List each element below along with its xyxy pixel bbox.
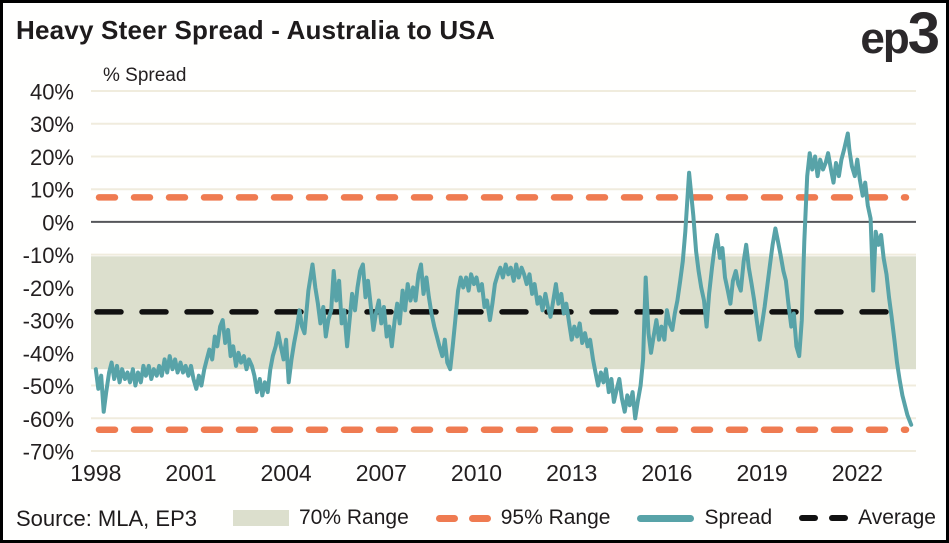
x-tick-label: 2004 [261,460,312,486]
dash-icon [829,515,849,521]
legend: 70% Range 95% Range Spread Average [233,502,936,534]
x-tick-label: 2007 [356,460,407,486]
dash-icon [799,515,819,521]
x-tick-label: 2019 [737,460,788,486]
legend-label: Average [858,506,936,529]
x-tick-label: 2016 [641,460,692,486]
y-tick-label: -40% [23,341,74,366]
y-tick-label: -70% [23,440,74,465]
legend-label: 70% Range [299,506,409,529]
legend-item-spread: Spread [637,506,772,530]
logo-text-3: 3 [907,1,940,66]
y-axis-title: % Spread [103,65,186,86]
line-swatch-icon [637,514,695,522]
legend-item-70-range: 70% Range [233,506,409,530]
ep3-logo: ep 3 [860,1,940,66]
orange-dash-swatch-icon [435,514,491,522]
spread-line [93,131,914,427]
x-tick-label: 1998 [70,460,121,486]
band-swatch-icon [233,510,289,526]
legend-item-average: Average [799,506,936,530]
y-tick-label: 30% [30,112,74,137]
legend-label: 95% Range [500,506,611,529]
x-tick-label: 2010 [451,460,502,486]
header: Heavy Steer Spread - Australia to USA ep… [3,3,946,63]
black-dash-swatch-icon [799,515,849,521]
x-tick-label: 2022 [832,460,883,486]
y-tick-label: -50% [23,374,74,399]
spread-chart: 40% 30% 20% 10% 0% -10% -20% -30% -40% -50% -60% -7… [23,65,916,486]
y-tick-label: -10% [23,243,74,268]
source-note: Source: MLA, EP3 [16,506,197,531]
y-tick-label: -30% [23,309,74,334]
y-tick-label: 20% [30,145,74,170]
y-tick-label: 0% [42,210,74,235]
x-tick-label: 2001 [165,460,216,486]
x-tick-label: 2013 [546,460,597,486]
footer: Source: MLA, EP3 70% Range 95% Range Sprea… [3,502,946,534]
legend-item-95-range: 95% Range [435,506,611,530]
y-tick-label: 10% [30,178,74,203]
dash-icon [435,514,458,522]
logo-text-ep: ep [860,14,909,63]
y-tick-label: -20% [23,276,74,301]
y-tick-label: 40% [30,80,74,105]
legend-label: Spread [704,506,773,529]
page-title: Heavy Steer Spread - Australia to USA [16,15,495,45]
dash-icon [468,514,491,522]
y-tick-label: -60% [23,407,74,432]
